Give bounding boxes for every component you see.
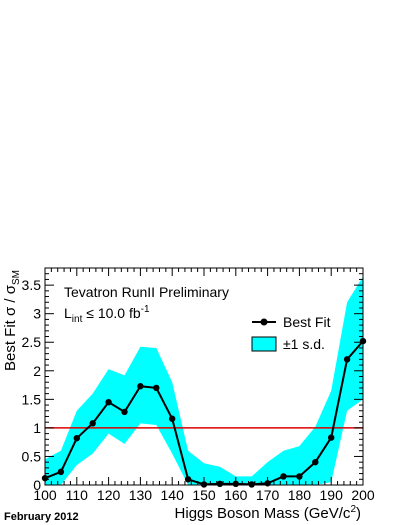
- y-axis-title-main: Best Fit σ / σ: [2, 284, 19, 371]
- band-layer: [45, 276, 363, 485]
- x-axis-title-close: ): [356, 505, 361, 522]
- x-axis-title-main: Higgs Boson Mass (GeV/c: [175, 505, 351, 522]
- best-fit-point: [343, 356, 351, 363]
- best-fit-point: [312, 458, 319, 466]
- best-fit-point: [89, 420, 96, 427]
- y-tick-label: 3.5: [22, 277, 42, 293]
- best-fit-point: [328, 434, 335, 441]
- y-axis-title-sub: SM: [11, 270, 22, 285]
- y-axis-title: Best Fit σ / σSM: [2, 270, 22, 371]
- best-fit-point: [184, 476, 192, 483]
- legend-band-label: ±1 s.d.: [283, 336, 325, 352]
- legend: Best Fit ±1 s.d.: [251, 314, 331, 352]
- best-fit-point: [296, 473, 303, 480]
- legend-bestfit-marker: [260, 318, 268, 326]
- best-fit-point: [137, 383, 144, 390]
- y-tick-label: 0: [33, 477, 41, 493]
- x-axis-title-sup: 2: [350, 504, 356, 515]
- best-fit-point: [105, 398, 112, 406]
- x-tick-label: 190: [320, 487, 344, 503]
- x-tick-label: 100: [33, 487, 57, 503]
- x-tick-label: 150: [192, 487, 216, 503]
- date-label: February 2012: [4, 511, 79, 523]
- x-tick-label: 170: [256, 487, 280, 503]
- lumi-label: Lint ≤ 10.0 fb-1: [64, 304, 150, 325]
- best-fit-point: [57, 468, 65, 476]
- x-tick-label: 140: [161, 487, 185, 503]
- y-tick-label: 1: [33, 420, 41, 436]
- lumi-sup: -1: [141, 304, 150, 315]
- legend-bestfit-label: Best Fit: [283, 314, 331, 330]
- best-fit-point: [73, 434, 81, 442]
- best-fit-point: [153, 384, 160, 392]
- best-fit-point: [248, 481, 255, 488]
- lumi-rest: ≤ 10.0 fb: [82, 305, 140, 321]
- y-tick-label: 1.5: [22, 391, 42, 407]
- experiment-label: Tevatron RunII Preliminary: [64, 284, 229, 300]
- best-fit-point: [169, 415, 176, 422]
- lumi-sub: int: [72, 314, 83, 325]
- y-tick-label: 0.5: [22, 448, 42, 464]
- best-fit-point: [216, 480, 224, 488]
- x-tick-label: 120: [97, 487, 121, 503]
- x-tick-label: 130: [129, 487, 153, 503]
- y-tick-label: 2.5: [22, 334, 42, 350]
- x-tick-label: 180: [288, 487, 312, 503]
- y-tick-label: 3: [33, 306, 41, 322]
- sd-band: [45, 276, 363, 485]
- legend-band-swatch: [251, 336, 277, 352]
- tick-layer: 100 110 120 130 140 150 160 170 180 190 200 0 0.5 1 1.…: [22, 267, 375, 503]
- x-tick-label: 200: [351, 487, 375, 503]
- lumi-prefix: L: [64, 305, 72, 321]
- best-fit-point: [121, 408, 128, 416]
- y-tick-label: 2: [33, 363, 41, 379]
- x-tick-label: 110: [66, 487, 89, 503]
- best-fit-point: [280, 473, 287, 480]
- x-tick-label: 160: [224, 487, 248, 503]
- x-axis-title: Higgs Boson Mass (GeV/c2): [175, 504, 361, 522]
